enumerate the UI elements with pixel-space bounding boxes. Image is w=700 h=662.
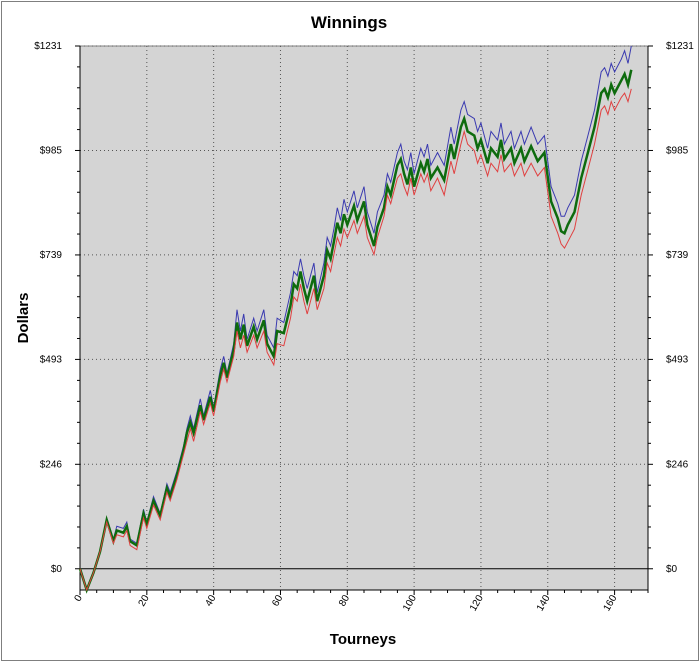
x-tick-label: 80 [337,593,352,609]
x-tick-label: 60 [270,593,285,609]
x-tick-label: 100 [401,593,419,613]
y-tick-label-right: $1231 [666,41,694,52]
y-tick-label-right: $0 [666,564,678,575]
y-tick-label-left: $1231 [34,41,62,52]
x-tick-label: 160 [602,593,620,613]
y-tick-label-left: $246 [40,459,63,470]
x-tick-label: 40 [203,593,218,609]
x-tick-label: 140 [535,593,553,613]
x-axis-title: Tourneys [330,631,396,648]
grid-lines [80,45,648,590]
tick-labels: 0 20 40 60 80 100 120 140 160 $0 $0 $246 $246 $493 $49… [34,41,694,613]
x-tick-label: 120 [468,593,486,613]
series-lines [78,45,633,594]
y-tick-label-left: $493 [40,354,63,365]
plot-area [79,45,649,591]
y-tick-label-left: $985 [40,145,63,156]
y-tick-label-right: $739 [666,250,689,261]
y-tick-label-left: $0 [51,564,63,575]
series-line-2 [78,69,633,594]
chart-title: Winnings [311,13,387,32]
series-line-3 [79,88,632,592]
axes [75,45,653,595]
y-tick-label-right: $985 [666,145,689,156]
y-tick-label-right: $246 [666,459,689,470]
y-axis-title: Dollars [15,293,32,344]
y-tick-label-left: $739 [40,250,63,261]
y-tick-label-right: $493 [666,354,689,365]
x-tick-label: 20 [137,593,152,609]
x-tick-label: 0 [73,593,86,604]
series-line-1 [79,45,632,592]
